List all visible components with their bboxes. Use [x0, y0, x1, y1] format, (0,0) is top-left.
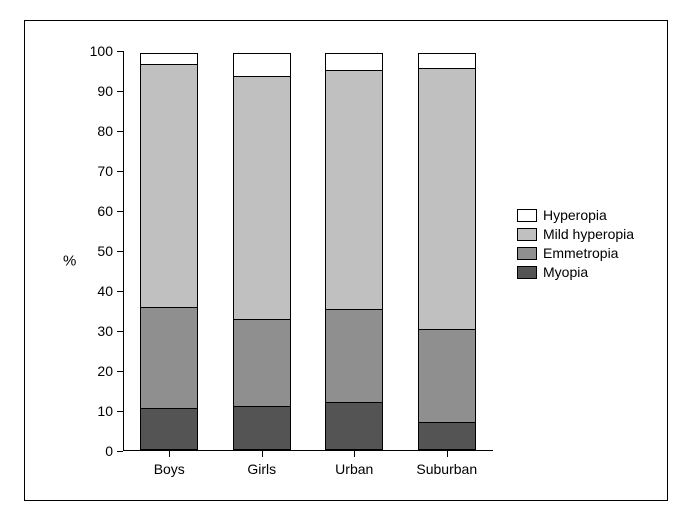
- legend-item: Hyperopia: [517, 207, 634, 223]
- y-tick-label: 70: [97, 163, 113, 179]
- legend-label: Hyperopia: [543, 207, 607, 223]
- y-tick: [117, 91, 123, 92]
- y-tick-label: 90: [97, 83, 113, 99]
- y-tick-label: 30: [97, 323, 113, 339]
- bar-segment: [418, 68, 476, 330]
- y-tick-label: 80: [97, 123, 113, 139]
- y-tick: [117, 51, 123, 52]
- x-tick-label: Girls: [247, 461, 276, 477]
- bar-segment: [233, 76, 291, 320]
- bar-segment: [418, 53, 476, 69]
- y-tick: [117, 411, 123, 412]
- y-tick: [117, 291, 123, 292]
- y-tick: [117, 451, 123, 452]
- bar: [233, 54, 291, 450]
- x-tick: [169, 451, 170, 457]
- y-tick: [117, 371, 123, 372]
- bar-segment: [325, 309, 383, 403]
- x-tick-label: Suburban: [416, 461, 477, 477]
- legend-label: Mild hyperopia: [543, 226, 634, 242]
- bar-segment: [325, 70, 383, 310]
- bar-segment: [140, 64, 198, 308]
- y-tick-label: 0: [105, 443, 113, 459]
- x-tick-label: Boys: [154, 461, 185, 477]
- bar-segment: [233, 406, 291, 450]
- y-axis-label: %: [63, 252, 76, 269]
- plot-area: 0102030405060708090100BoysGirlsUrbanSubu…: [123, 51, 493, 451]
- y-tick: [117, 331, 123, 332]
- bar-segment: [418, 329, 476, 423]
- y-tick-label: 10: [97, 403, 113, 419]
- y-tick: [117, 171, 123, 172]
- y-tick-label: 40: [97, 283, 113, 299]
- y-tick-label: 100: [90, 43, 113, 59]
- bar-segment: [325, 53, 383, 71]
- y-tick: [117, 251, 123, 252]
- bar-segment: [418, 422, 476, 450]
- x-tick: [262, 451, 263, 457]
- chart-frame: % 0102030405060708090100BoysGirlsUrbanSu…: [24, 20, 668, 501]
- x-tick-label: Urban: [335, 461, 373, 477]
- bar: [418, 54, 476, 450]
- y-tick: [117, 131, 123, 132]
- x-tick: [354, 451, 355, 457]
- legend: Hyperopia Mild hyperopia Emmetropia Myopia: [517, 207, 634, 283]
- bar-segment: [233, 319, 291, 407]
- legend-swatch: [517, 266, 537, 279]
- y-tick-label: 50: [97, 243, 113, 259]
- legend-swatch: [517, 228, 537, 241]
- legend-item: Mild hyperopia: [517, 226, 634, 242]
- bar-segment: [325, 402, 383, 450]
- bar-segment: [140, 408, 198, 450]
- bar: [140, 54, 198, 450]
- y-tick-label: 20: [97, 363, 113, 379]
- y-tick: [117, 211, 123, 212]
- bars-container: [123, 51, 493, 451]
- legend-label: Myopia: [543, 264, 588, 280]
- legend-label: Emmetropia: [543, 245, 618, 261]
- bar-segment: [140, 307, 198, 409]
- legend-item: Myopia: [517, 264, 634, 280]
- legend-swatch: [517, 209, 537, 222]
- bar: [325, 54, 383, 450]
- legend-swatch: [517, 247, 537, 260]
- bar-segment: [233, 53, 291, 77]
- y-tick-label: 60: [97, 203, 113, 219]
- legend-item: Emmetropia: [517, 245, 634, 261]
- x-tick: [447, 451, 448, 457]
